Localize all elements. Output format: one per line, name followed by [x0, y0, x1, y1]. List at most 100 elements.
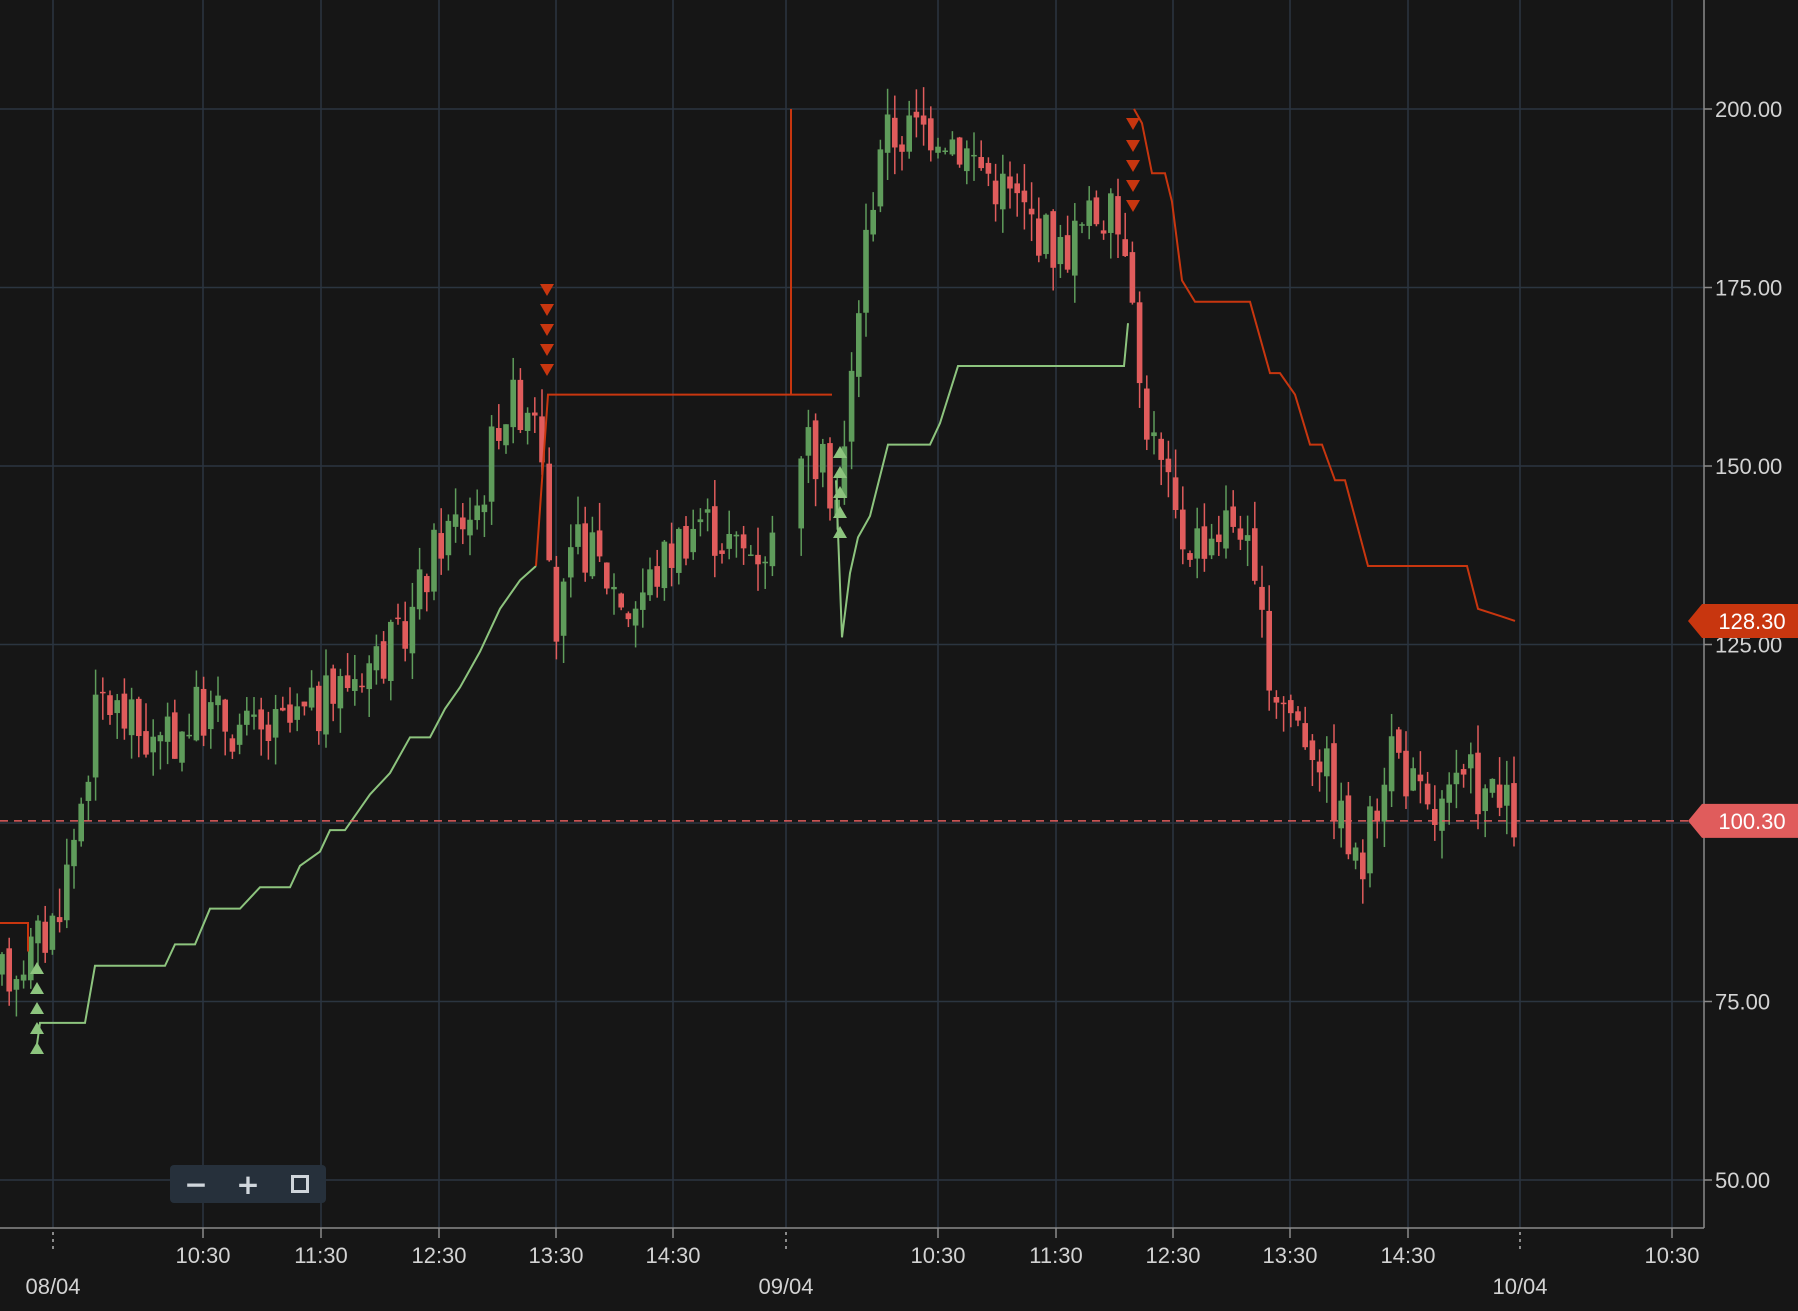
candle-body: [841, 446, 848, 498]
candle: [1057, 224, 1064, 278]
candle: [575, 496, 581, 555]
candle: [647, 557, 653, 601]
candle: [1295, 706, 1301, 727]
candle-body: [13, 979, 20, 990]
candle: [114, 693, 120, 739]
candle: [712, 480, 718, 578]
candle-body: [604, 562, 610, 589]
candle: [1014, 173, 1020, 217]
short-stop-line-2: [535, 109, 832, 567]
candle: [1021, 164, 1028, 230]
candle: [6, 937, 12, 1006]
fullscreen-button[interactable]: [280, 1167, 320, 1201]
candle-body: [560, 581, 567, 636]
candle: [568, 524, 574, 598]
short-stop-line-1: [0, 921, 29, 952]
candle: [1086, 186, 1092, 240]
candle: [1316, 749, 1323, 792]
candle-body: [1295, 711, 1301, 721]
candle: [258, 697, 264, 756]
candle: [388, 619, 394, 701]
candle-body: [164, 716, 171, 742]
x-tick-label: 12:30: [411, 1243, 466, 1268]
candle: [1288, 694, 1294, 728]
candle: [1374, 798, 1380, 839]
candle-body: [1136, 302, 1143, 384]
candle-body: [481, 504, 488, 513]
zoom-controls: − +: [170, 1165, 326, 1203]
candle: [438, 508, 444, 575]
candle-body: [1151, 432, 1157, 437]
candle: [424, 573, 430, 612]
candle-body: [344, 675, 351, 689]
candle: [1050, 209, 1056, 291]
candle-body: [964, 148, 970, 172]
candle-body: [1496, 784, 1503, 808]
candle: [359, 673, 365, 693]
y-tick-label: 75.00: [1715, 990, 1770, 1015]
candle-body: [1194, 528, 1200, 559]
candle-body: [1388, 736, 1395, 792]
x-tick-label: 14:30: [1380, 1243, 1435, 1268]
candle-body: [380, 641, 387, 679]
candle: [380, 631, 387, 684]
candle-body: [251, 714, 257, 717]
candle: [244, 697, 250, 736]
candle-body: [820, 443, 826, 473]
candle: [107, 690, 113, 725]
candle: [452, 488, 459, 543]
long-stop-line-1: [35, 565, 537, 1052]
candle: [827, 437, 833, 521]
candle: [899, 136, 905, 171]
candle-body: [1432, 808, 1438, 825]
candle-body: [647, 569, 653, 596]
price-tag-label: 128.30: [1718, 609, 1785, 634]
candle: [1338, 782, 1344, 848]
signal-markers: [30, 118, 1140, 1054]
candle-body: [1201, 526, 1208, 559]
candle: [841, 420, 848, 505]
candle-body: [287, 704, 293, 723]
candle: [596, 502, 603, 562]
candle: [1223, 485, 1229, 559]
candle: [1504, 760, 1510, 835]
candle: [1180, 486, 1186, 565]
candle: [1165, 440, 1172, 498]
candle: [1309, 734, 1316, 787]
candle: [64, 838, 70, 929]
candlestick-series: [0, 87, 1517, 1017]
candle: [928, 106, 934, 162]
candle-body: [1014, 183, 1020, 194]
candle: [416, 547, 423, 620]
time-axis[interactable]: 10:30 11:30 12:30 13:30 14:30 10:30 11:30 12:30…: [0, 1227, 1704, 1299]
candle: [690, 509, 696, 560]
x-date-label: 09/04: [758, 1274, 813, 1299]
candle: [13, 975, 20, 1017]
sell-signal-marker: [540, 324, 554, 336]
candle: [1028, 182, 1035, 242]
candle: [445, 514, 452, 571]
candle: [589, 516, 596, 579]
candle: [1302, 706, 1308, 750]
candle-body: [409, 606, 416, 654]
x-tick-label: 14:30: [645, 1243, 700, 1268]
candle: [1136, 291, 1143, 408]
candle-body: [683, 525, 689, 559]
candle-body: [85, 781, 92, 801]
candle: [812, 413, 819, 507]
candle: [1388, 713, 1395, 808]
zoom-out-button[interactable]: −: [184, 1167, 208, 1201]
candle-body: [755, 554, 761, 565]
candle-body: [1324, 748, 1330, 777]
candle: [352, 654, 358, 706]
candle: [0, 952, 5, 986]
candle: [1489, 778, 1496, 798]
x-date-label: 08/04: [25, 1274, 80, 1299]
candle: [215, 676, 221, 722]
candle: [942, 147, 948, 155]
candle-body: [524, 412, 531, 431]
candle: [668, 522, 675, 587]
zoom-in-button[interactable]: +: [236, 1167, 260, 1201]
buy-signal-marker: [30, 1042, 44, 1054]
